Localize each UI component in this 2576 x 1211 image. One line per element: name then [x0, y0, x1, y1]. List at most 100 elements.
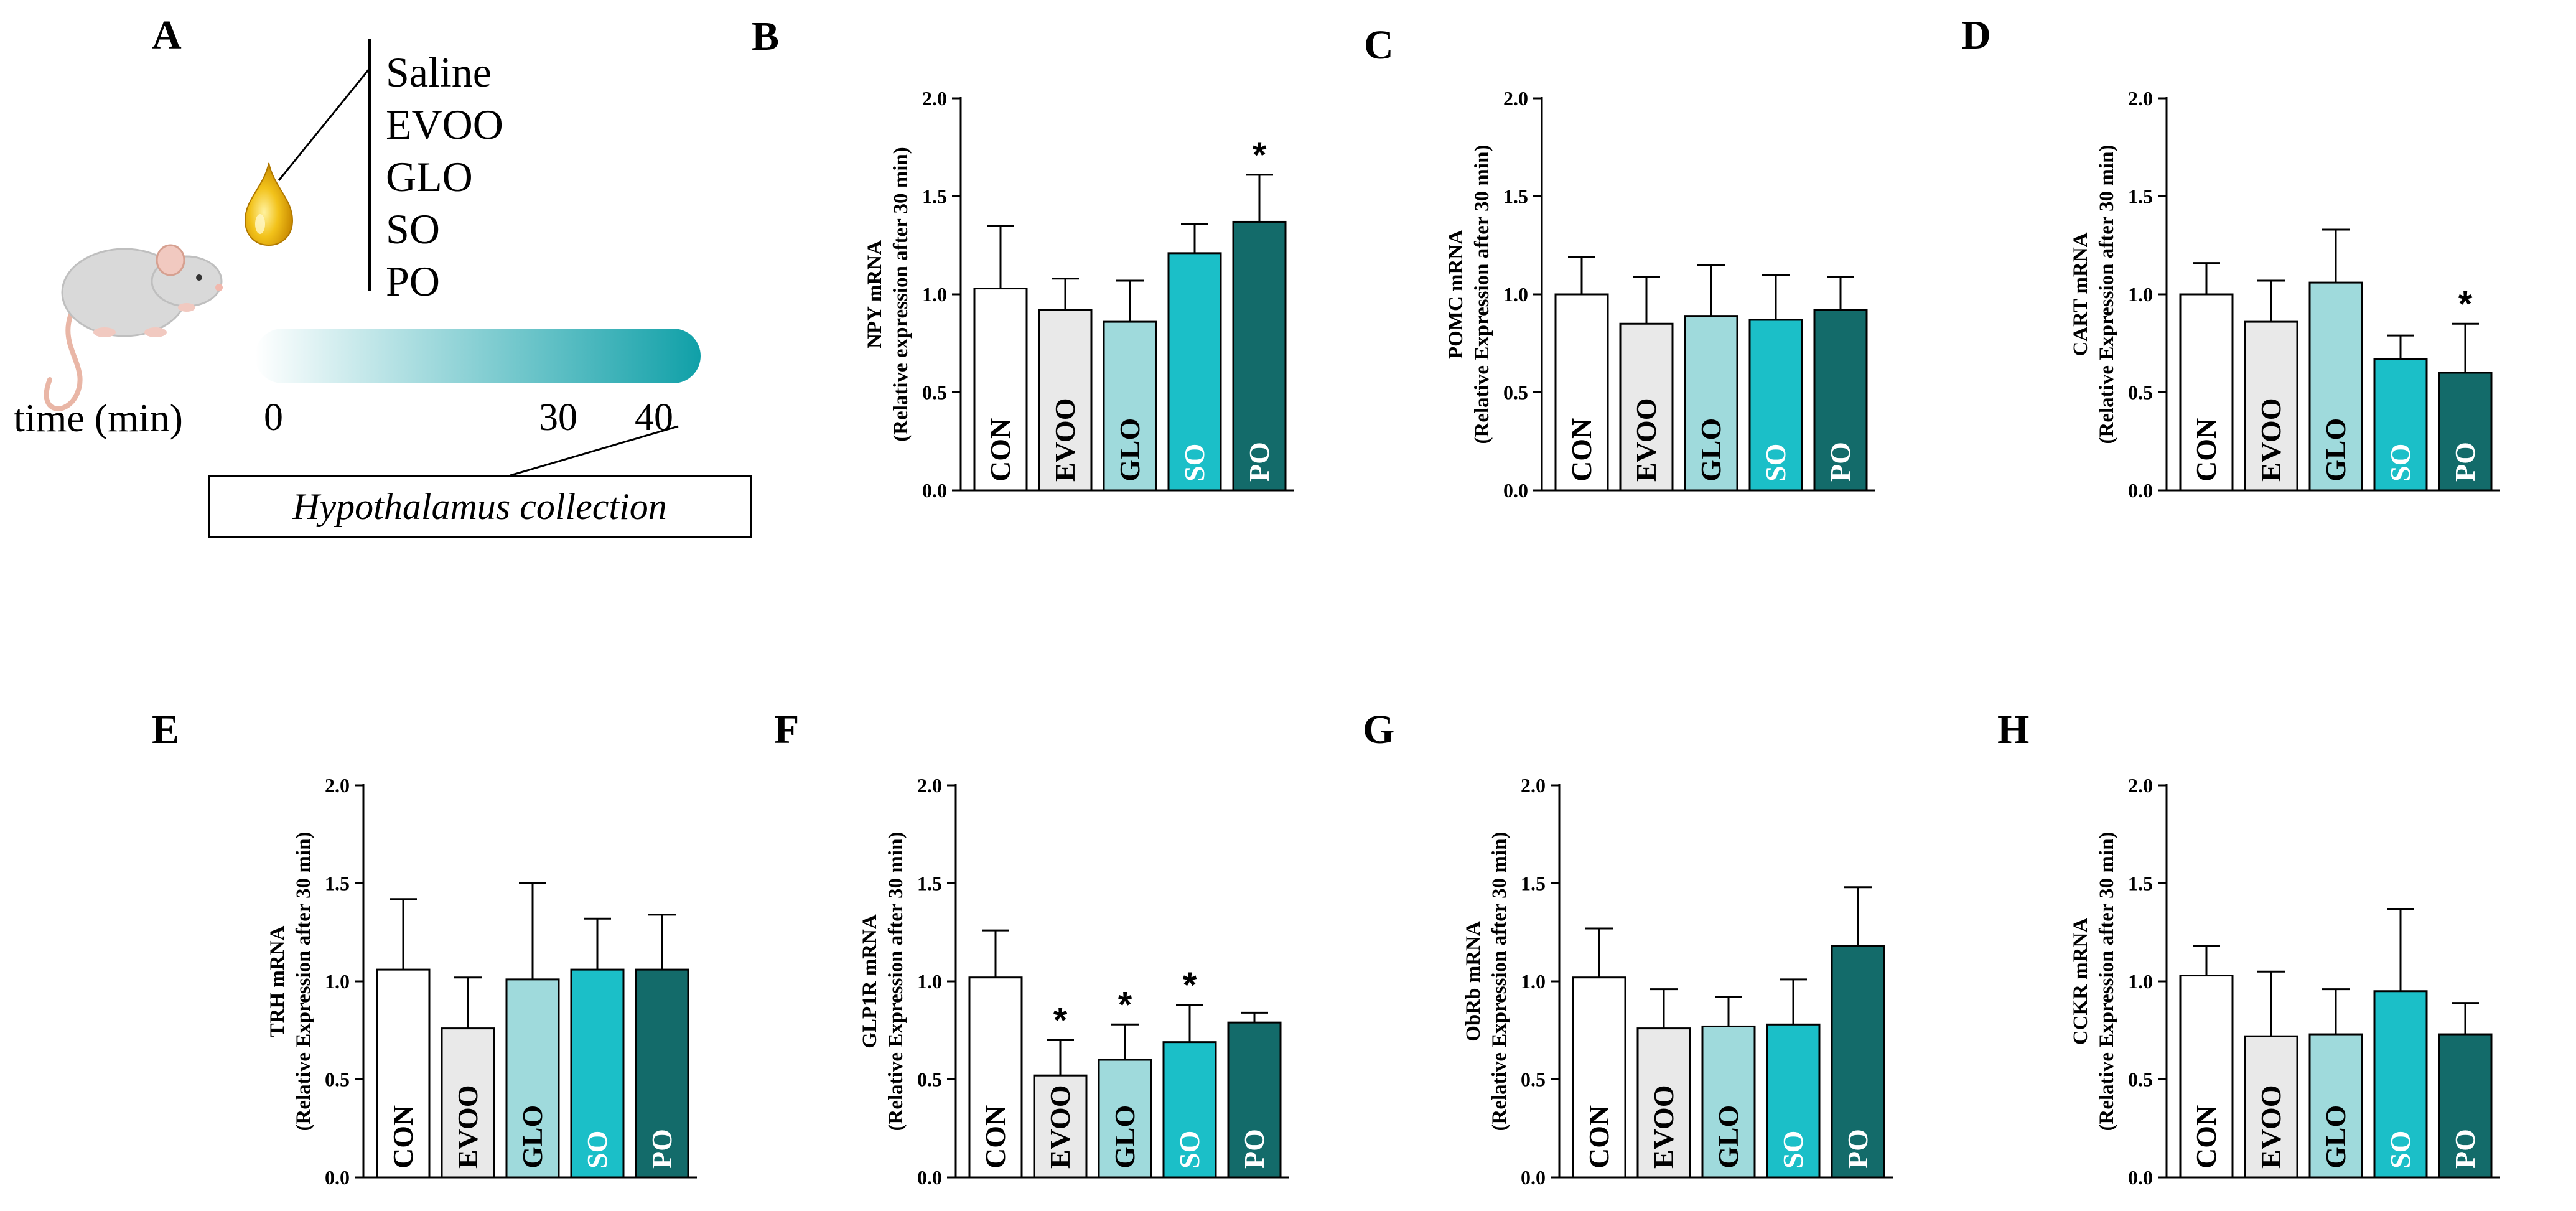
panel-label-f: F — [774, 707, 800, 752]
timeline-bar — [255, 329, 701, 383]
bar-f-glo — [1098, 1059, 1152, 1179]
bar-c-con — [1554, 293, 1609, 492]
bar-d-glo — [2308, 281, 2363, 492]
bar-c-glo — [1684, 315, 1738, 492]
bar-label-f-con: CON — [979, 1105, 1011, 1169]
panel-label-e: E — [152, 707, 180, 752]
bar-label-f-po: PO — [1238, 1129, 1270, 1169]
bar-c-evoo — [1619, 322, 1674, 492]
bar-label-h-so: SO — [2384, 1131, 2416, 1169]
time-tick-0: 0 — [264, 396, 283, 439]
y-tick-label-h: 0.5 — [2128, 1068, 2153, 1091]
bar-b-evoo — [1038, 309, 1093, 492]
bar-g-evoo — [1636, 1027, 1691, 1179]
mouse-icon — [44, 244, 223, 411]
y-axis-label-h: CCKR mRNA — [2070, 918, 2092, 1045]
bar-label-g-evoo: EVOO — [1648, 1085, 1679, 1169]
y-tick-label-g: 1.0 — [1521, 970, 1546, 993]
bar-label-g-glo: GLO — [1712, 1105, 1744, 1169]
significance-d-po: * — [2458, 284, 2473, 324]
bar-e-glo — [505, 978, 560, 1179]
bar-label-c-glo: GLO — [1695, 418, 1727, 482]
y-axis-sublabel-c: (Relative Expression after 30 min) — [1471, 145, 1493, 444]
panel-label-g: G — [1363, 707, 1395, 752]
bar-label-b-con: CON — [984, 418, 1016, 482]
y-tick-label-g: 1.5 — [1521, 872, 1546, 895]
y-tick-label-e: 0.0 — [325, 1166, 350, 1189]
bar-d-con — [2179, 293, 2234, 492]
bar-d-po — [2438, 372, 2493, 492]
y-axis-label-e: TRH mRNA — [266, 925, 289, 1037]
y-tick-label-c: 0.5 — [1503, 381, 1528, 404]
bar-g-glo — [1701, 1025, 1756, 1179]
chart-g: 0.0 0.5 1.0 1.5 2.0 ObRb mRNA (Relative Expres… — [1462, 774, 1893, 1189]
panel-label-c: C — [1364, 22, 1394, 68]
bar-label-g-con: CON — [1583, 1105, 1615, 1169]
bar-e-po — [635, 968, 689, 1179]
bar-label-d-po: PO — [2449, 442, 2481, 482]
y-axis-sublabel-f: (Relative Expression after 30 min) — [885, 832, 907, 1131]
chart-f: 0.0 0.5 1.0 1.5 2.0 GLP1R mRNA (Relative Expre… — [859, 774, 1289, 1189]
significance-f-glo: * — [1118, 984, 1132, 1025]
bar-label-b-po: PO — [1243, 442, 1275, 482]
chart-d: 0.0 0.5 1.0 1.5 2.0 CART mRNA (Relative Expres… — [2070, 87, 2500, 502]
significance-f-evoo: * — [1053, 1001, 1068, 1041]
bar-label-b-glo: GLO — [1114, 418, 1146, 482]
y-tick-label-b: 1.0 — [922, 283, 947, 306]
panel-label-h: H — [1997, 707, 2030, 752]
y-tick-label-g: 0.5 — [1521, 1068, 1546, 1091]
significance-f-so: * — [1183, 965, 1197, 1006]
bar-label-g-po: PO — [1842, 1129, 1874, 1169]
bar-g-po — [1831, 945, 1885, 1179]
bar-label-b-so: SO — [1178, 444, 1210, 482]
y-axis-label-d: CART mRNA — [2070, 232, 2092, 356]
y-tick-label-c: 1.0 — [1503, 283, 1528, 306]
y-tick-label-d: 1.0 — [2128, 283, 2153, 306]
bar-e-evoo — [441, 1027, 495, 1179]
bar-e-so — [570, 968, 625, 1179]
y-axis-label-c: POMC mRNA — [1445, 230, 1467, 359]
bar-label-g-so: SO — [1777, 1131, 1809, 1169]
panel-label-b: B — [752, 14, 780, 59]
bar-label-d-so: SO — [2384, 444, 2416, 482]
bar-label-b-evoo: EVOO — [1049, 398, 1081, 482]
y-tick-label-c: 1.5 — [1503, 185, 1528, 208]
y-tick-label-d: 1.5 — [2128, 185, 2153, 208]
y-tick-label-g: 0.0 — [1521, 1166, 1546, 1189]
chart-c: 0.0 0.5 1.0 1.5 2.0 POMC mRNA (Relative Expres… — [1445, 87, 1875, 502]
treatment-po: PO — [386, 258, 440, 305]
bar-b-con — [973, 288, 1028, 492]
bar-label-f-evoo: EVOO — [1044, 1085, 1076, 1169]
bar-f-po — [1227, 1021, 1282, 1179]
y-tick-label-h: 2.0 — [2128, 774, 2153, 797]
bar-b-so — [1167, 252, 1222, 492]
bar-label-e-so: SO — [581, 1131, 613, 1169]
y-tick-label-d: 2.0 — [2128, 87, 2153, 110]
y-axis-sublabel-d: (Relative Expression after 30 min) — [2096, 145, 2118, 444]
chart-e: 0.0 0.5 1.0 1.5 2.0 TRH mRNA (Relative Express… — [266, 774, 697, 1189]
bar-label-c-evoo: EVOO — [1630, 398, 1662, 482]
bar-label-h-con: CON — [2190, 1105, 2222, 1169]
bar-label-e-evoo: EVOO — [452, 1085, 483, 1169]
bar-label-h-glo: GLO — [2320, 1105, 2351, 1169]
y-tick-label-e: 1.5 — [325, 872, 350, 895]
bar-h-po — [2438, 1033, 2493, 1179]
y-tick-label-d: 0.5 — [2128, 381, 2153, 404]
y-axis-sublabel-g: (Relative Expression after 30 min) — [1488, 832, 1511, 1131]
y-tick-label-d: 0.0 — [2128, 479, 2153, 502]
y-tick-label-f: 0.0 — [917, 1166, 942, 1189]
y-tick-label-f: 0.5 — [917, 1068, 942, 1091]
hypothalamus-collection-box: Hypothalamus collection — [208, 475, 752, 538]
bar-label-d-con: CON — [2190, 418, 2222, 482]
panel-label-a: A — [152, 12, 182, 58]
bar-g-so — [1766, 1023, 1821, 1179]
y-axis-label-b: NPY mRNA — [864, 240, 886, 348]
bar-label-e-glo: GLO — [516, 1105, 548, 1169]
bar-label-h-evoo: EVOO — [2255, 1085, 2287, 1169]
hypothalamus-collection-label: Hypothalamus collection — [292, 485, 667, 527]
bar-label-c-po: PO — [1824, 442, 1856, 482]
bar-b-glo — [1103, 320, 1157, 492]
bar-d-evoo — [2244, 320, 2298, 492]
